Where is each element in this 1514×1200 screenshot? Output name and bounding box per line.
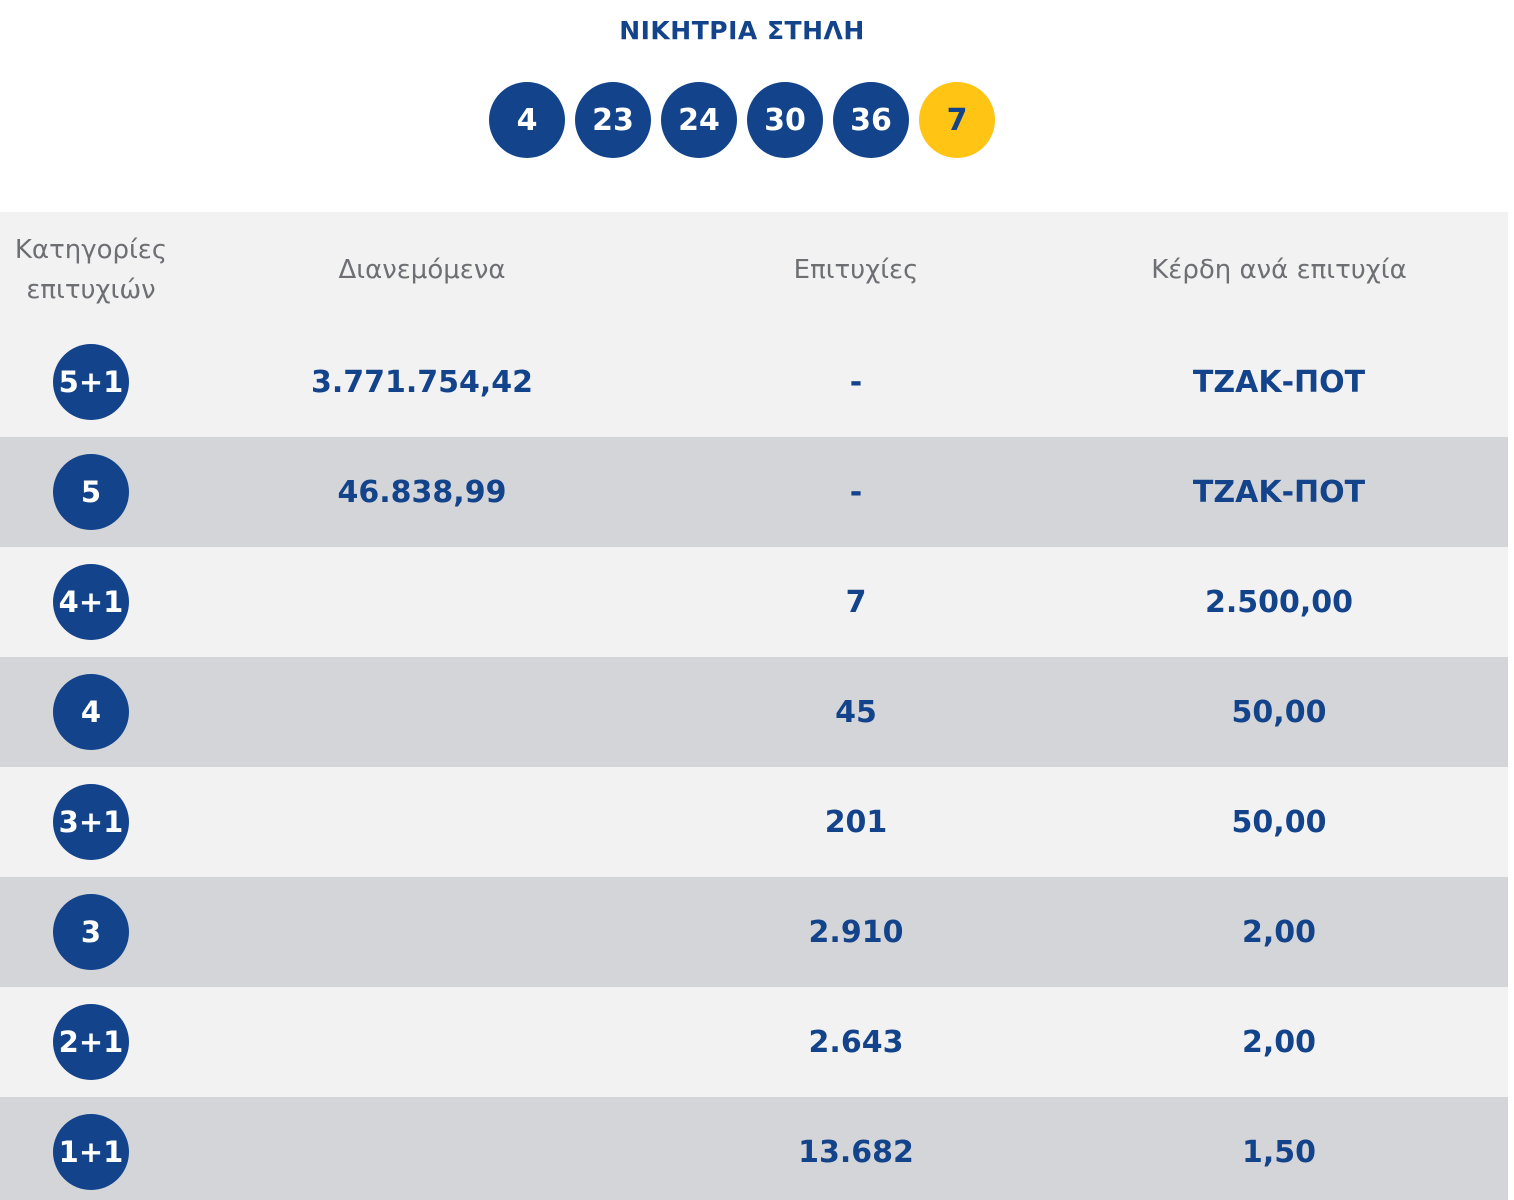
header-category: Κατηγορίες επιτυχιών [0, 212, 182, 327]
prize-value: ΤΖΑΚ-ΠΟΤ [1192, 364, 1366, 400]
table-row: 2+1 2.643 2,00 [0, 987, 1508, 1097]
number-ball: 24 [661, 82, 737, 158]
category-badge: 2+1 [53, 1004, 129, 1080]
category-badge: 3+1 [53, 784, 129, 860]
winners-value: 13.682 [798, 1134, 914, 1170]
prize-value: 2,00 [1241, 1024, 1317, 1060]
distributed-value: 3.771.754,42 [310, 364, 534, 400]
category-badge: 5+1 [53, 344, 129, 420]
winning-column-title: ΝΙΚΗΤΡΙΑ ΣΤΗΛΗ [619, 16, 865, 45]
number-ball: 4 [489, 82, 565, 158]
table-row: 5 46.838,99 - ΤΖΑΚ-ΠΟΤ [0, 437, 1508, 547]
category-badge: 3 [53, 894, 129, 970]
header-prize: Κέρδη ανά επιτυχία [1151, 254, 1407, 285]
distributed-value [182, 657, 662, 767]
winners-value: - [849, 474, 863, 510]
category-badge: 1+1 [53, 1114, 129, 1190]
number-ball: 36 [833, 82, 909, 158]
table-header: Κατηγορίες επιτυχιών Διανεμόμενα Επιτυχί… [0, 212, 1508, 327]
winners-value: 45 [835, 694, 877, 730]
table-row: 3 2.910 2,00 [0, 877, 1508, 987]
prize-value: 2,00 [1241, 914, 1317, 950]
prize-value: 2.500,00 [1204, 584, 1354, 620]
winners-value: 7 [845, 584, 867, 620]
category-badge: 5 [53, 454, 129, 530]
bonus-ball: 7 [919, 82, 995, 158]
table-row: 5+1 3.771.754,42 - ΤΖΑΚ-ΠΟΤ [0, 327, 1508, 437]
header-category-line2: επιτυχιών [26, 274, 156, 305]
header-winners: Επιτυχίες [793, 254, 919, 285]
distributed-value [182, 1097, 662, 1200]
distributed-value [182, 767, 662, 877]
table-row: 4 45 50,00 [0, 657, 1508, 767]
header-category-line1: Κατηγορίες [14, 234, 168, 265]
winners-value: - [849, 364, 863, 400]
prize-value: 50,00 [1231, 694, 1327, 730]
table-row: 4+1 7 2.500,00 [0, 547, 1508, 657]
distributed-value: 46.838,99 [337, 474, 507, 510]
winners-value: 2.643 [808, 1024, 904, 1060]
distributed-value [182, 987, 662, 1097]
table-row: 1+1 13.682 1,50 [0, 1097, 1508, 1200]
category-badge: 4+1 [53, 564, 129, 640]
table-row: 3+1 201 50,00 [0, 767, 1508, 877]
number-ball: 23 [575, 82, 651, 158]
winning-numbers: 4 23 24 30 36 7 [0, 82, 1484, 158]
number-ball: 30 [747, 82, 823, 158]
prize-value: 1,50 [1241, 1134, 1317, 1170]
prize-value: 50,00 [1231, 804, 1327, 840]
distributed-value [182, 877, 662, 987]
prize-table: Κατηγορίες επιτυχιών Διανεμόμενα Επιτυχί… [0, 212, 1508, 1200]
header-distributed: Διανεμόμενα [338, 254, 506, 285]
winners-value: 201 [824, 804, 888, 840]
prize-value: ΤΖΑΚ-ΠΟΤ [1192, 474, 1366, 510]
distributed-value [182, 547, 662, 657]
winners-value: 2.910 [808, 914, 904, 950]
category-badge: 4 [53, 674, 129, 750]
